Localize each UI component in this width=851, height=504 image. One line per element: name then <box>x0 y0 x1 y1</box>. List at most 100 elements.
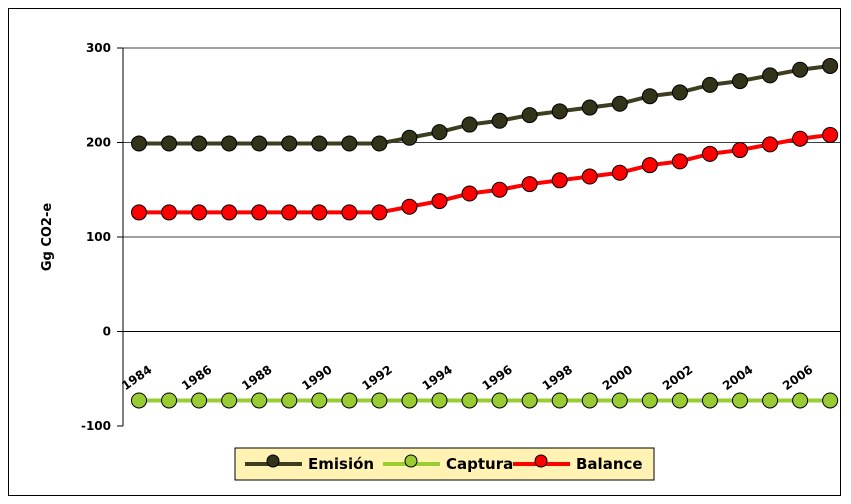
x-tick-label: 2006 <box>780 362 815 393</box>
data-point <box>732 73 748 90</box>
x-tick-label: 1984 <box>119 362 154 393</box>
data-point <box>521 107 538 124</box>
data-point <box>251 204 268 221</box>
data-point <box>641 392 658 409</box>
data-point <box>491 112 508 129</box>
data-point <box>792 130 809 147</box>
data-point <box>131 135 147 152</box>
series-2 <box>131 126 839 221</box>
data-point <box>822 126 839 143</box>
x-tick-label: 1996 <box>480 362 515 393</box>
legend-label: Captura <box>446 455 513 473</box>
data-point <box>431 193 448 210</box>
gridlines <box>123 47 841 332</box>
data-point <box>671 84 688 101</box>
data-point <box>762 136 779 153</box>
data-point <box>611 392 628 409</box>
x-tick-label: 1988 <box>239 362 274 393</box>
data-point <box>131 204 147 221</box>
data-point <box>371 204 388 221</box>
legend-swatch-marker <box>404 454 418 468</box>
series-line <box>139 63 831 146</box>
y-tick-label: 300 <box>86 41 111 55</box>
data-point <box>822 392 839 409</box>
data-point <box>762 67 779 84</box>
data-point <box>792 392 809 409</box>
data-point <box>491 181 508 198</box>
data-point <box>371 135 388 152</box>
x-tick-label: 1994 <box>420 362 455 393</box>
x-tick-label: 1986 <box>179 362 214 393</box>
data-point <box>311 204 328 221</box>
y-tick-label: -100 <box>81 419 111 433</box>
data-point <box>641 88 658 105</box>
data-point <box>221 204 238 221</box>
data-point <box>461 116 478 133</box>
data-point <box>792 61 809 78</box>
series-group <box>131 57 839 409</box>
data-point <box>581 99 598 116</box>
data-point <box>641 157 658 174</box>
data-point <box>762 392 779 409</box>
data-point <box>251 135 268 152</box>
x-tick-label: 1992 <box>359 362 394 393</box>
data-point <box>491 392 508 409</box>
legend-swatch-marker <box>534 454 548 468</box>
data-point <box>191 392 208 409</box>
chart-frame <box>8 8 841 496</box>
y-tick-label: 200 <box>86 136 111 150</box>
data-point <box>461 185 478 202</box>
x-ticks: 1984 1986 1988 1990 1992 1994 1996 1998 2000 2002… <box>119 362 815 393</box>
x-tick-label: 1998 <box>540 362 575 393</box>
legend-box <box>234 447 655 481</box>
legend-swatch-marker <box>266 454 280 468</box>
data-point <box>401 198 418 215</box>
data-point <box>401 129 418 146</box>
data-point <box>191 135 208 152</box>
data-point <box>732 392 748 409</box>
data-point <box>521 392 538 409</box>
data-point <box>581 392 598 409</box>
y-axis-label: Gg CO2-e <box>40 203 55 272</box>
data-point <box>431 124 448 141</box>
data-point <box>701 392 718 409</box>
data-point <box>732 142 748 159</box>
data-point <box>281 392 298 409</box>
data-point <box>131 392 147 409</box>
data-point <box>551 103 568 120</box>
data-point <box>521 176 538 193</box>
data-point <box>822 57 839 74</box>
data-point <box>341 392 358 409</box>
series-line <box>139 132 831 215</box>
data-point <box>401 392 418 409</box>
data-point <box>341 204 358 221</box>
data-point <box>161 204 178 221</box>
data-point <box>431 392 448 409</box>
data-point <box>611 95 628 112</box>
data-point <box>221 135 238 152</box>
data-point <box>461 392 478 409</box>
data-point <box>251 392 268 409</box>
data-point <box>341 135 358 152</box>
legend-label: Balance <box>576 455 643 473</box>
data-point <box>281 135 298 152</box>
y-ticks: -100 0 100 200 300 <box>81 41 123 433</box>
series-0 <box>131 57 839 152</box>
data-point <box>161 392 178 409</box>
data-point <box>671 392 688 409</box>
x-tick-label: 2002 <box>660 362 695 393</box>
y-tick-label: 100 <box>86 230 111 244</box>
data-point <box>161 135 178 152</box>
data-point <box>191 204 208 221</box>
data-point <box>671 153 688 170</box>
data-point <box>371 392 388 409</box>
data-point <box>311 135 328 152</box>
data-point <box>701 145 718 162</box>
data-point <box>611 164 628 181</box>
data-point <box>281 204 298 221</box>
data-point <box>701 76 718 93</box>
data-point <box>551 392 568 409</box>
y-tick-label: 0 <box>103 325 111 339</box>
data-point <box>581 168 598 185</box>
legend: Emisión Captura Balance <box>234 447 655 481</box>
